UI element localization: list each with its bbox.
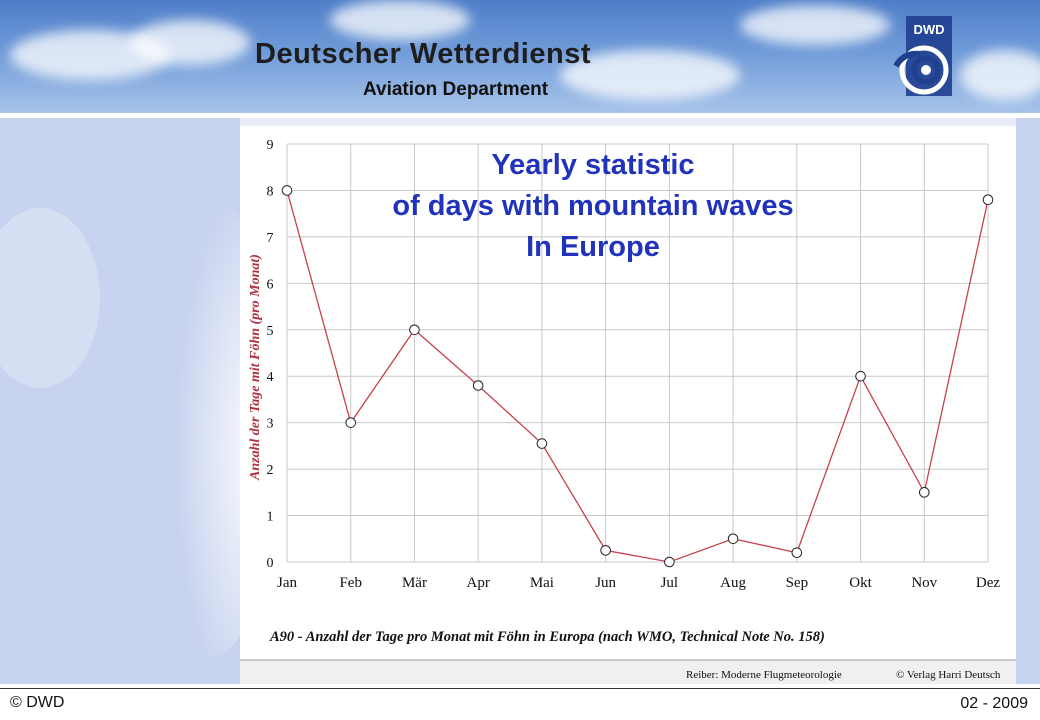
cloud-decoration — [560, 50, 740, 100]
source-bar — [240, 660, 1016, 684]
y-tick-label: 0 — [267, 556, 274, 571]
x-tick-label: Sep — [786, 575, 809, 591]
source-left: Reiber: Moderne Flugmeteorologie — [686, 669, 842, 681]
x-tick-label: Mär — [402, 575, 427, 591]
line-chart: 0 1 2 3 4 5 6 7 8 9 Jan Feb Mär Apr Mai Jun Jul Aug Sep Ok… — [240, 138, 1016, 684]
data-point — [345, 417, 357, 428]
footer-divider — [0, 688, 1040, 689]
cloud-decoration — [740, 5, 890, 45]
chart-grid — [286, 143, 989, 563]
data-point — [536, 438, 548, 449]
x-tick-label: Okt — [849, 575, 872, 591]
chart-area: 0 1 2 3 4 5 6 7 8 9 Jan Feb Mär Apr Mai Jun Jul Aug Sep Ok… — [240, 126, 1016, 684]
y-axis-label: Anzahl der Tage mit Föhn (pro Monat) — [248, 254, 263, 481]
x-tick-label: Apr — [467, 575, 490, 591]
data-point — [472, 380, 484, 391]
data-point — [727, 533, 739, 545]
chart-title-line: Yearly statistic — [491, 149, 695, 181]
chart-title-line: of days with mountain waves — [392, 190, 794, 222]
chart-top-strip — [240, 118, 1016, 126]
data-point — [918, 487, 930, 498]
x-tick-label: Nov — [911, 575, 937, 591]
series-line — [286, 190, 989, 563]
y-axis-ticks: 0 1 2 3 4 5 6 7 8 9 — [267, 138, 274, 571]
y-tick-label: 8 — [267, 184, 274, 199]
swirl-decoration — [0, 198, 240, 658]
x-tick-label: Jan — [277, 575, 297, 591]
x-tick-label: Feb — [339, 575, 362, 591]
y-tick-label: 6 — [267, 277, 274, 292]
x-tick-label: Aug — [720, 575, 746, 591]
y-tick-label: 3 — [267, 417, 274, 432]
data-point — [855, 370, 866, 382]
x-tick-label: Jul — [661, 575, 679, 591]
cloud-decoration — [960, 50, 1040, 100]
left-decorative-panel — [0, 118, 240, 684]
date-text: 02 - 2009 — [960, 695, 1028, 712]
cloud-decoration — [330, 0, 470, 40]
chart-caption: A90 - Anzahl der Tage pro Monat mit Föhn… — [269, 629, 825, 645]
y-tick-label: 2 — [267, 463, 274, 478]
data-point — [409, 324, 420, 336]
y-tick-label: 4 — [267, 370, 274, 385]
y-tick-label: 9 — [267, 138, 274, 153]
data-point — [982, 194, 994, 206]
y-tick-label: 5 — [267, 324, 274, 339]
right-decorative-panel — [1016, 118, 1040, 684]
data-point — [600, 545, 611, 556]
y-tick-label: 7 — [267, 231, 274, 246]
dwd-logo-icon: DWD — [893, 16, 952, 96]
copyright-text: © DWD — [10, 694, 65, 711]
data-points — [281, 185, 994, 568]
data-point — [281, 185, 293, 196]
source-right: © Verlag Harri Deutsch — [896, 669, 1001, 681]
chart-title: Yearly statistic of days with mountain w… — [240, 145, 946, 268]
x-tick-label: Mai — [530, 575, 554, 591]
x-axis-ticks: Jan Feb Mär Apr Mai Jun Jul Aug Sep Okt Nov Dez — [277, 575, 1000, 591]
data-point — [664, 556, 675, 568]
data-point — [791, 547, 803, 559]
header-banner: Deutscher Wetterdienst Aviation Departme… — [0, 0, 1040, 113]
organization-title: Deutscher Wetterdienst — [255, 38, 591, 70]
chart-title-line: In Europe — [526, 231, 660, 263]
cloud-decoration — [130, 20, 250, 65]
logo-text: DWD — [913, 22, 944, 37]
x-tick-label: Jun — [595, 575, 616, 591]
x-tick-label: Dez — [976, 575, 1000, 591]
y-tick-label: 1 — [267, 510, 274, 525]
department-subtitle: Aviation Department — [363, 79, 549, 100]
